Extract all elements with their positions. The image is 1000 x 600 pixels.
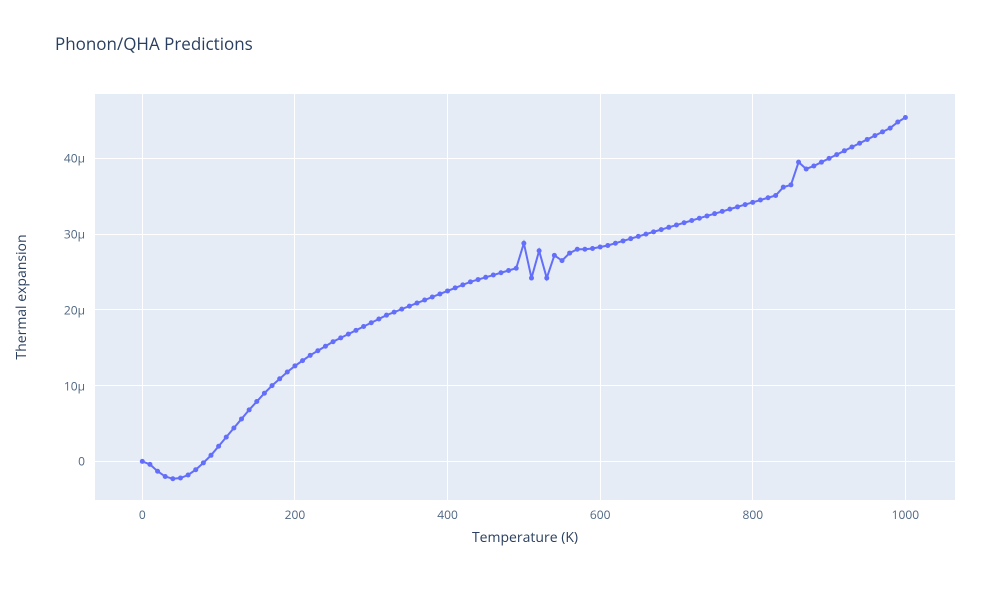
x-tick-label: 1000 bbox=[892, 506, 919, 523]
thermal-expansion-trace[interactable] bbox=[0, 0, 1000, 600]
y-tick-label: 40μ bbox=[55, 150, 85, 167]
y-axis-label: Thermal expansion bbox=[12, 234, 31, 359]
y-tick-label: 20μ bbox=[55, 301, 85, 318]
x-tick-label: 800 bbox=[742, 506, 763, 523]
x-tick-label: 200 bbox=[285, 506, 306, 523]
y-tick-label: 30μ bbox=[55, 226, 85, 243]
x-tick-label: 400 bbox=[437, 506, 458, 523]
chart-container: Phonon/QHA Predictions 02004006008001000… bbox=[0, 0, 1000, 600]
x-axis-label: Temperature (K) bbox=[465, 528, 585, 547]
y-tick-label: 10μ bbox=[55, 377, 85, 394]
x-tick-label: 0 bbox=[139, 506, 146, 523]
y-tick-label: 0 bbox=[55, 453, 85, 470]
x-tick-label: 600 bbox=[590, 506, 611, 523]
